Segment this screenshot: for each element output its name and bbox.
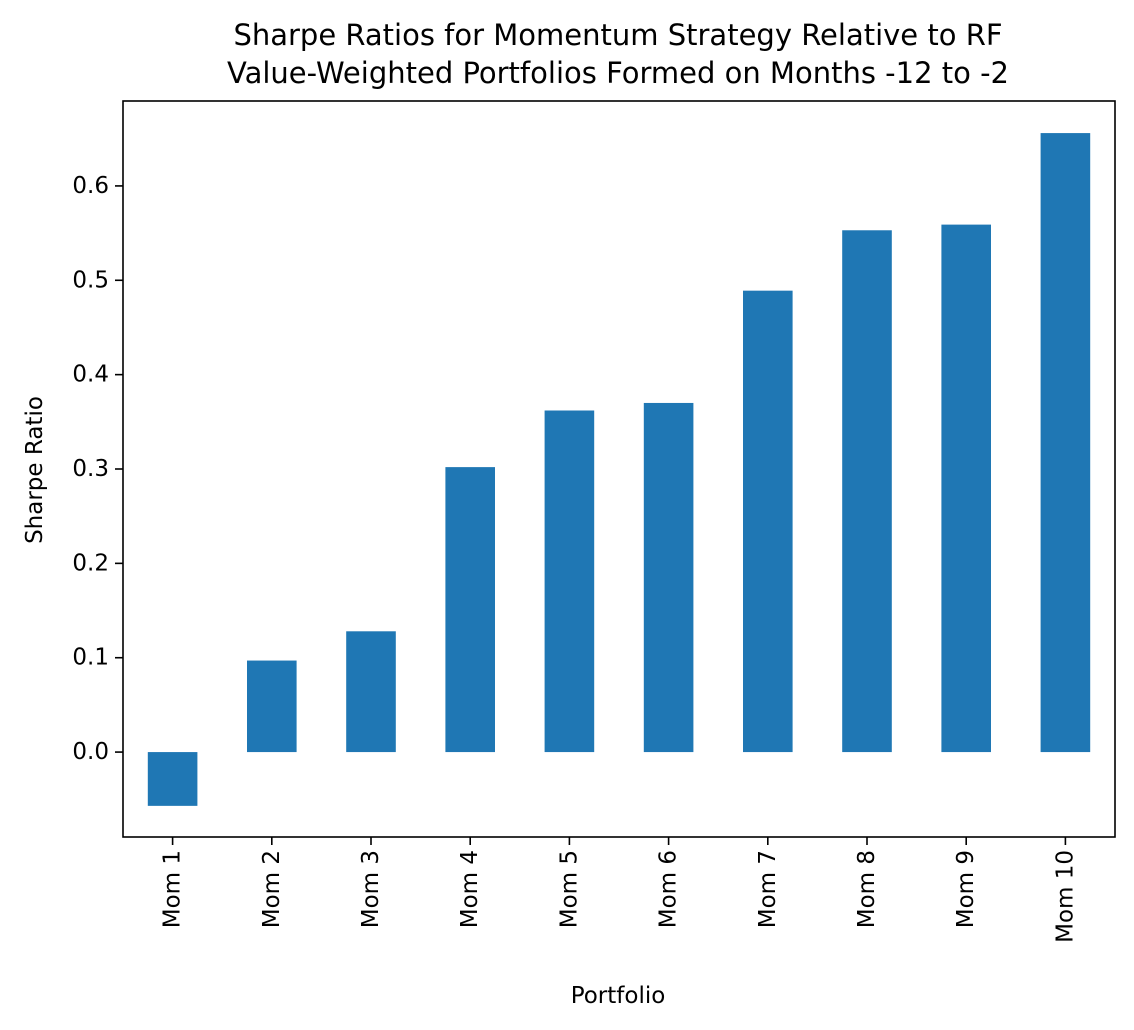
y-axis-label: Sharpe Ratio <box>22 396 48 544</box>
chart-subtitle: Value-Weighted Portfolios Formed on Mont… <box>227 56 1009 90</box>
x-axis-label: Portfolio <box>571 983 666 1009</box>
bar-3 <box>346 631 396 753</box>
x-tick-label: Mom 5 <box>556 850 582 928</box>
x-tick-label: Mom 10 <box>1052 850 1078 943</box>
x-tick-label: Mom 7 <box>755 850 781 928</box>
y-tick-label: 0.0 <box>72 739 109 765</box>
y-tick-label: 0.1 <box>72 645 109 671</box>
y-axis-ticks: 0.0 0.1 0.2 0.3 0.4 0.5 0.6 <box>72 173 123 765</box>
bar-5 <box>544 410 595 753</box>
bar-1 <box>147 752 198 806</box>
x-tick-label: Mom 3 <box>358 850 384 928</box>
chart-title: Sharpe Ratios for Momentum Strategy Rela… <box>233 18 1002 52</box>
bar-4 <box>445 467 495 753</box>
y-tick-label: 0.3 <box>72 456 109 482</box>
bar-7 <box>743 290 793 753</box>
x-tick-label: Mom 1 <box>160 850 186 928</box>
bar-6 <box>643 402 694 753</box>
x-tick-label: Mom 8 <box>854 850 880 928</box>
bar-9 <box>941 224 991 753</box>
x-tick-label: Mom 2 <box>259 850 285 928</box>
y-tick-label: 0.6 <box>72 173 109 199</box>
y-tick-label: 0.5 <box>72 267 109 293</box>
bar-10 <box>1040 133 1091 753</box>
y-tick-label: 0.2 <box>72 550 109 576</box>
y-tick-label: 0.4 <box>72 362 109 388</box>
bar-8 <box>842 230 892 753</box>
x-axis-ticks: Mom 1 Mom 2 Mom 3 Mom 4 Mom 5 Mom 6 Mom 7 Mom 8… <box>160 837 1078 943</box>
bars <box>147 133 1091 806</box>
x-tick-label: Mom 9 <box>953 850 979 928</box>
plot-area-frame <box>122 100 1116 838</box>
x-tick-label: Mom 4 <box>457 850 483 928</box>
x-tick-label: Mom 6 <box>656 850 682 928</box>
bar-2 <box>247 660 297 753</box>
